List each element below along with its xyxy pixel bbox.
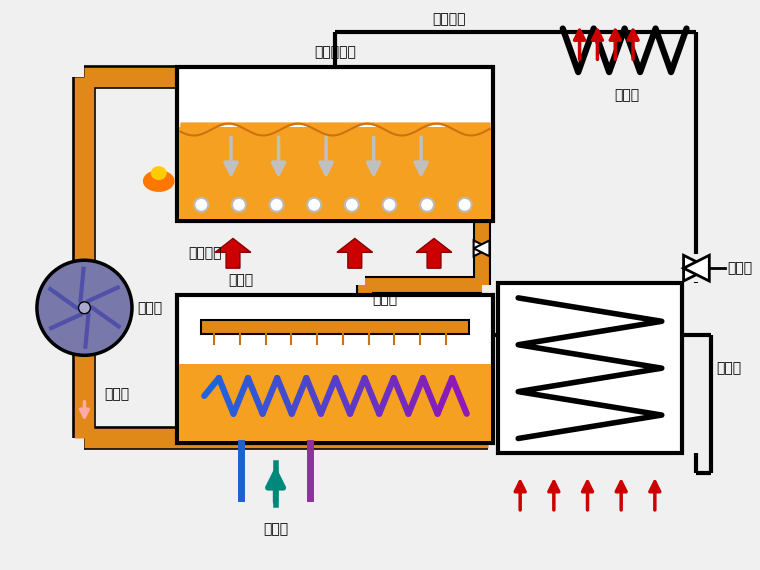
- Ellipse shape: [143, 170, 175, 192]
- Text: 节流阀: 节流阀: [727, 261, 752, 275]
- Text: 加热过程: 加热过程: [188, 246, 222, 260]
- Circle shape: [420, 198, 434, 211]
- Circle shape: [345, 198, 359, 211]
- Circle shape: [458, 198, 472, 211]
- Bar: [179, 127, 492, 219]
- Text: 稀溶液: 稀溶液: [104, 387, 129, 401]
- Bar: [176, 67, 493, 221]
- Text: 蒸发器: 蒸发器: [716, 361, 741, 375]
- Text: 循环泵: 循环泵: [137, 301, 162, 315]
- Text: 吸收器: 吸收器: [228, 273, 254, 287]
- Bar: [176, 295, 493, 443]
- Circle shape: [37, 260, 132, 355]
- Circle shape: [307, 198, 321, 211]
- Circle shape: [270, 198, 283, 211]
- Polygon shape: [473, 241, 489, 256]
- Circle shape: [78, 302, 90, 314]
- Circle shape: [382, 198, 397, 211]
- Polygon shape: [683, 255, 709, 281]
- Text: 制冷工质: 制冷工质: [432, 13, 466, 27]
- Bar: [179, 364, 492, 441]
- Circle shape: [195, 198, 208, 211]
- Polygon shape: [473, 241, 489, 256]
- Polygon shape: [215, 238, 251, 268]
- Text: 蒸汽发生器: 蒸汽发生器: [314, 45, 356, 59]
- Text: 冷却水: 冷却水: [263, 523, 288, 537]
- Text: 冷凝器: 冷凝器: [615, 88, 640, 102]
- Ellipse shape: [150, 166, 166, 180]
- Polygon shape: [416, 238, 452, 268]
- Bar: [201, 320, 469, 333]
- Text: 浓溶液: 浓溶液: [372, 292, 397, 306]
- Circle shape: [232, 198, 246, 211]
- Polygon shape: [337, 238, 372, 268]
- Bar: [499, 283, 682, 453]
- Polygon shape: [683, 255, 709, 281]
